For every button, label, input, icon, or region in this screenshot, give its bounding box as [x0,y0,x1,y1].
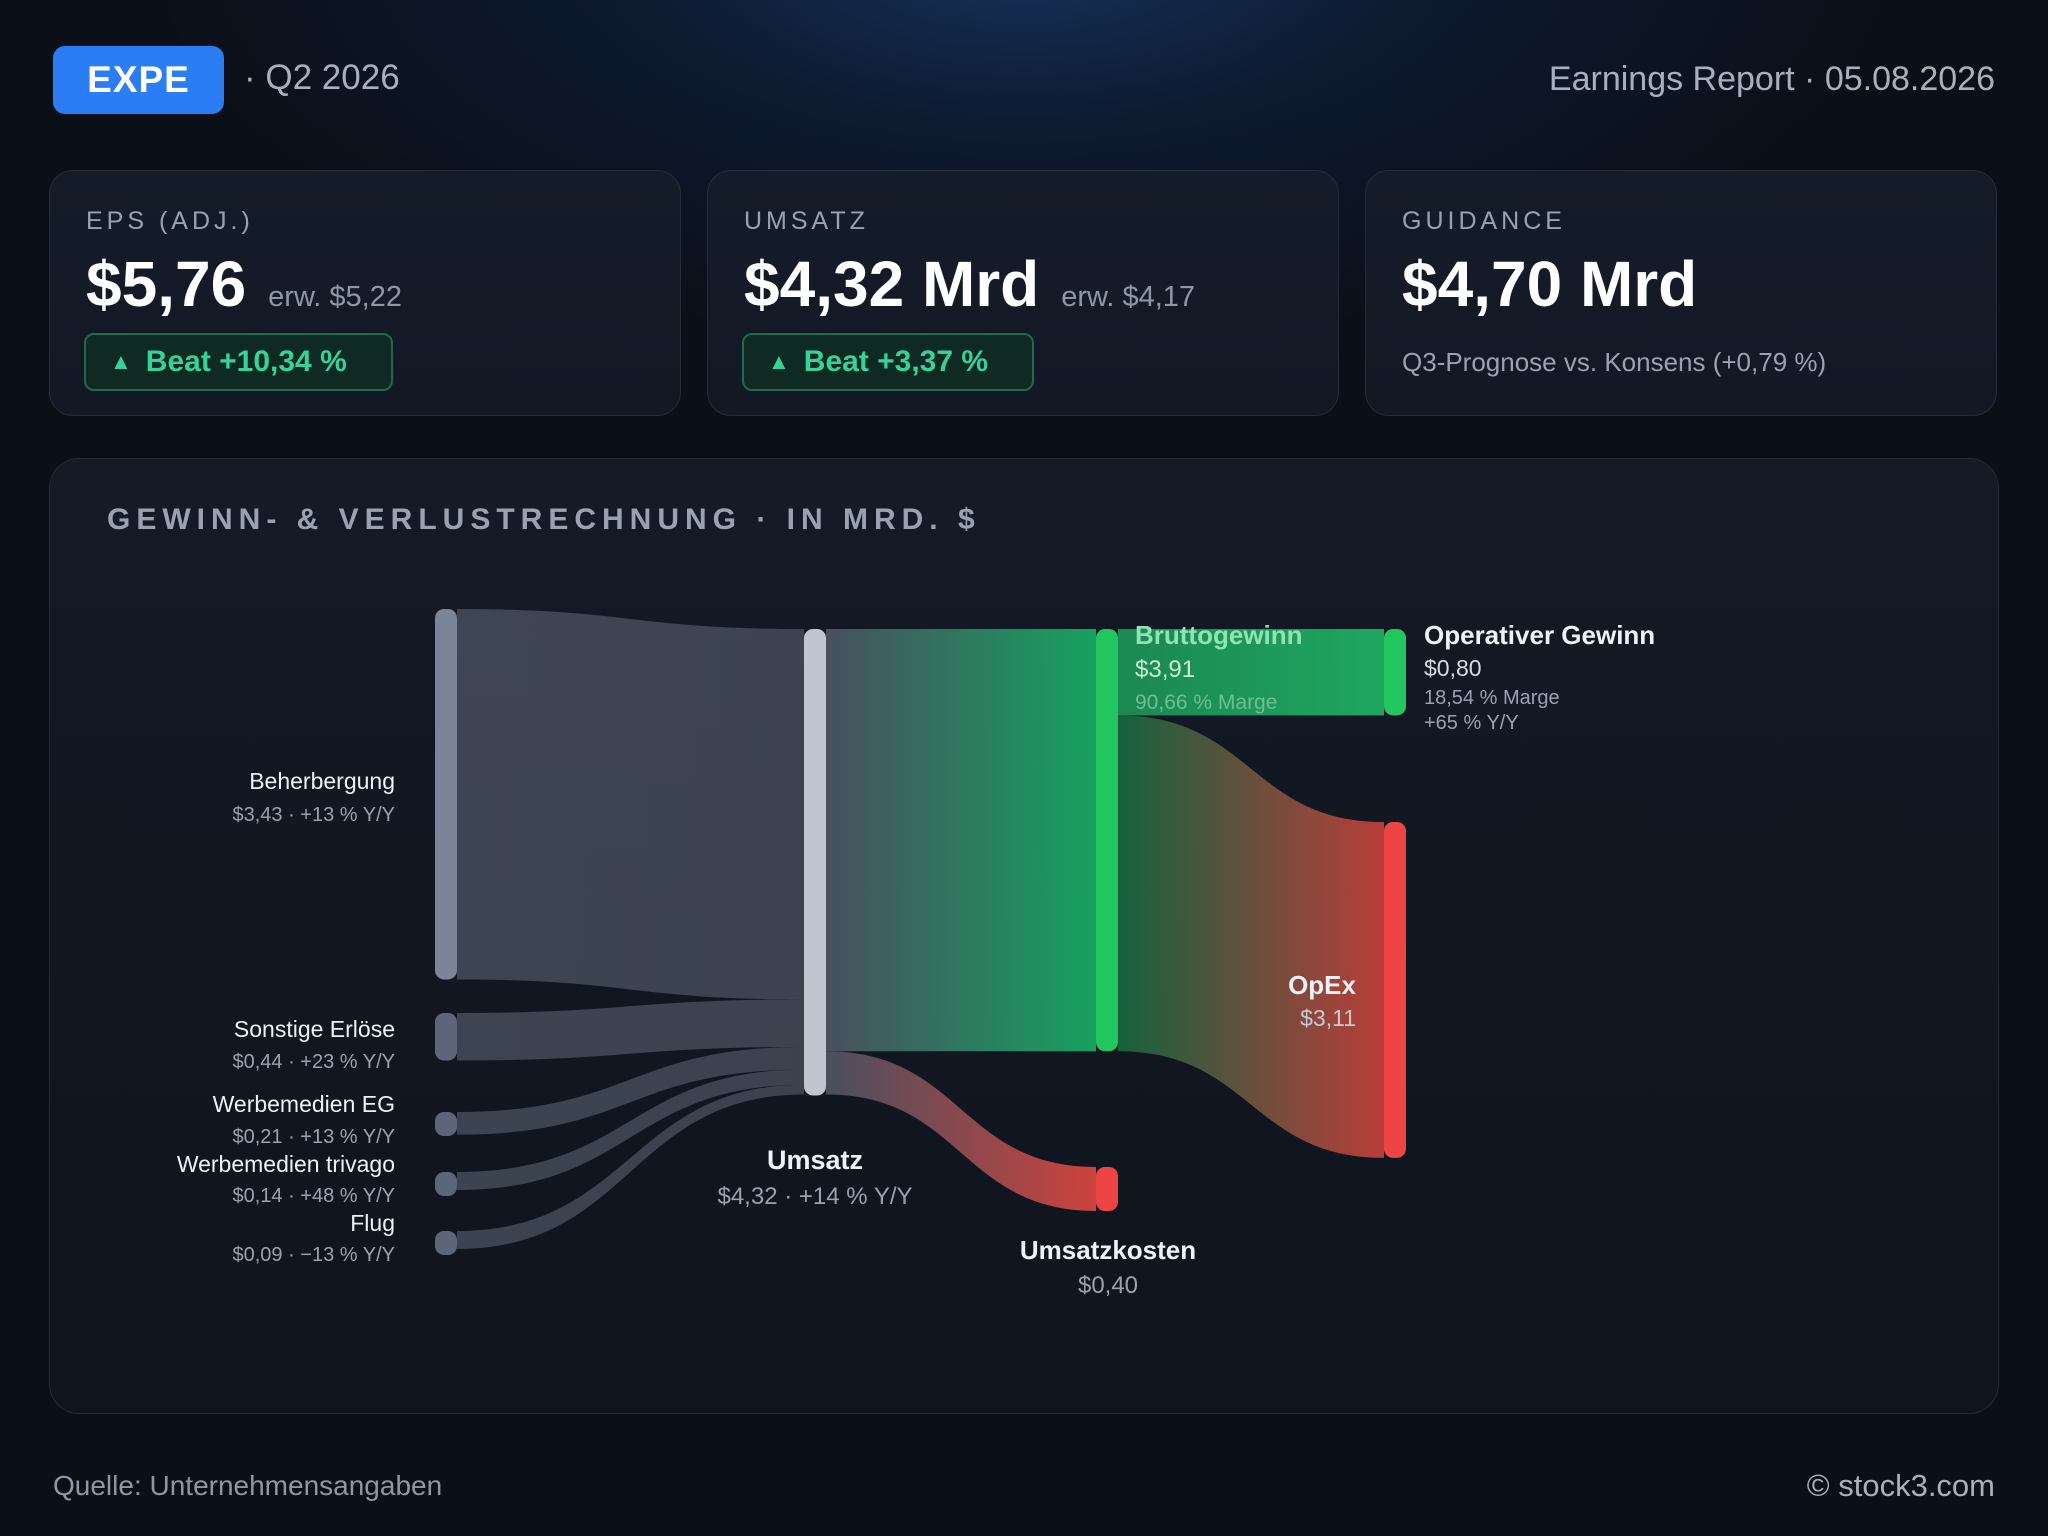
sankey-value-trivago: $0,14 · +48 % Y/Y [232,1185,395,1207]
report-date: Earnings Report · 05.08.2026 [1548,60,1995,98]
sankey-label-beherbergung: Beherbergung [249,768,395,794]
sankey-link-beherbergung-umsatz [457,609,804,1000]
sankey-detail-sonstige: +23 % Y/Y [300,1051,395,1073]
sankey-value-sonstige: $0,44 · +23 % Y/Y [232,1051,395,1073]
sankey-link-flug-umsatz [457,1084,804,1249]
revenue-value: $4,32 Mrd erw. $4,17 [744,247,1195,321]
sankey-value-label-werbeeg: $0,21 [232,1126,282,1148]
sankey-value-kosten: $0,40 [1078,1272,1138,1299]
sankey-node-opgewinn [1384,629,1406,716]
sankey-value-label-trivago: $0,14 [232,1185,282,1207]
copyright: © stock3.com [1806,1468,1995,1503]
separator-dot: · [283,1244,301,1266]
separator-dot: · [778,1183,799,1210]
guidance-value: $4,70 Mrd [1402,248,1698,320]
sankey-value-beherbergung: $3,43 · +13 % Y/Y [232,804,395,826]
sankey-node-umsatz [804,629,826,1096]
sankey-detail-umsatz: +14 % Y/Y [799,1183,913,1210]
sankey-node-brutto [1096,629,1118,1052]
sankey-detail-trivago: +48 % Y/Y [300,1185,395,1207]
sankey-node-trivago [435,1172,457,1196]
sankey-value-label-flug: $0,09 [232,1244,282,1266]
triangle-up-icon: ▲ [110,349,132,374]
sankey-link-werbeeg-umsatz [457,1046,804,1135]
sankey-link-umsatz-brutto [826,629,1096,1052]
eps-label: EPS (ADJ.) [86,207,254,235]
sankey-label-sonstige: Sonstige Erlöse [234,1016,395,1042]
sankey-label-opex: OpEx [1288,970,1356,1000]
sankey-link-brutto-opgewinn [1118,629,1384,716]
sankey-value-label-sonstige: $0,44 [232,1051,282,1073]
sankey-label-umsatz: Umsatz [767,1145,863,1175]
sankey-link-umsatz-kosten [826,1051,1096,1211]
sankey-node-opex [1384,822,1406,1158]
sankey-node-werbeeg [435,1112,457,1136]
eps-beat-badge: ▲ Beat +10,34 % [84,333,393,391]
source-note: Quelle: Unternehmensangaben [53,1470,443,1501]
separator-dot: · [283,1051,301,1073]
sankey-label-brutto: Bruttogewinn [1135,620,1303,650]
sankey-label-werbeeg: Werbemedien EG [213,1091,395,1117]
sankey-value-werbeeg: $0,21 · +13 % Y/Y [232,1126,395,1148]
sankey-value-label-beherbergung: $3,43 [232,804,282,826]
guidance-sub: Q3-Prognose vs. Konsens (+0,79 %) [1402,347,1827,377]
sankey-value-flug: $0,09 · −13 % Y/Y [232,1244,395,1266]
eps-beat-text: Beat +10,34 % [145,345,347,378]
sankey-node-sonstige [435,1013,457,1061]
eps-actual: $5,76 [86,248,247,320]
sankey-link-brutto-opex [1118,715,1384,1158]
revenue-card: UMSATZ $4,32 Mrd erw. $4,17 ▲ Beat +3,37 % [707,170,1339,416]
sankey-node-beherbergung [435,609,457,980]
sankey-label-flug: Flug [350,1210,395,1236]
triangle-up-icon: ▲ [768,349,790,374]
sankey-value-opgewinn: $0,80 [1424,655,1482,681]
separator-dot: · [283,1126,301,1148]
sankey-link-sonstige-umsatz [457,999,804,1061]
revenue-expected: erw. $4,17 [1061,281,1196,313]
sankey-detail-werbeeg: +13 % Y/Y [300,1126,395,1148]
sankey-detail-brutto: 90,66 % Marge [1135,691,1277,714]
revenue-label: UMSATZ [744,207,869,235]
sankey-detail-flug: −13 % Y/Y [300,1244,395,1266]
revenue-beat-badge: ▲ Beat +3,37 % [742,333,1035,391]
sankey-detail2-opgewinn: +65 % Y/Y [1424,712,1519,734]
eps-expected: erw. $5,22 [268,281,402,313]
guidance-card: GUIDANCE $4,70 Mrd Q3-Prognose vs. Konse… [1365,170,1997,416]
chart-panel: GEWINN- & VERLUSTRECHNUNG · IN MRD. $ [49,458,1999,1414]
sankey-value-brutto: $3,91 [1135,656,1195,683]
sankey-node-kosten [1096,1167,1118,1211]
sankey-value-umsatz: $4,32 · +14 % Y/Y [717,1183,912,1210]
chart-title: GEWINN- & VERLUSTRECHNUNG · IN MRD. $ [107,503,981,536]
ticker-badge: EXPE [53,46,224,114]
sankey-chart: Beherbergung $3,43 · +13 % Y/Y Sonstige Er… [177,609,1655,1299]
eps-value: $5,76 erw. $5,22 [86,247,402,321]
revenue-actual: $4,32 Mrd [744,248,1040,320]
separator-dot: · [283,1185,301,1207]
sankey-link-trivago-umsatz [457,1069,804,1190]
sankey-label-kosten: Umsatzkosten [1020,1235,1196,1265]
sankey-node-flug [435,1231,457,1255]
sankey-value-opex: $3,11 [1300,1005,1356,1031]
revenue-beat-text: Beat +3,37 % [803,345,989,378]
sankey-detail-opgewinn: 18,54 % Marge [1424,687,1560,709]
sankey-label-opgewinn: Operativer Gewinn [1424,620,1655,650]
sankey-value-label-umsatz: $4,32 [717,1183,777,1210]
separator-dot: · [283,804,301,826]
eps-card: EPS (ADJ.) $5,76 erw. $5,22 ▲ Beat +10,34 … [49,170,681,416]
sankey-label-trivago: Werbemedien trivago [177,1151,395,1177]
guidance-label: GUIDANCE [1402,207,1566,235]
quarter-label: · Q2 2026 [244,58,400,97]
sankey-detail-beherbergung: +13 % Y/Y [300,804,395,826]
